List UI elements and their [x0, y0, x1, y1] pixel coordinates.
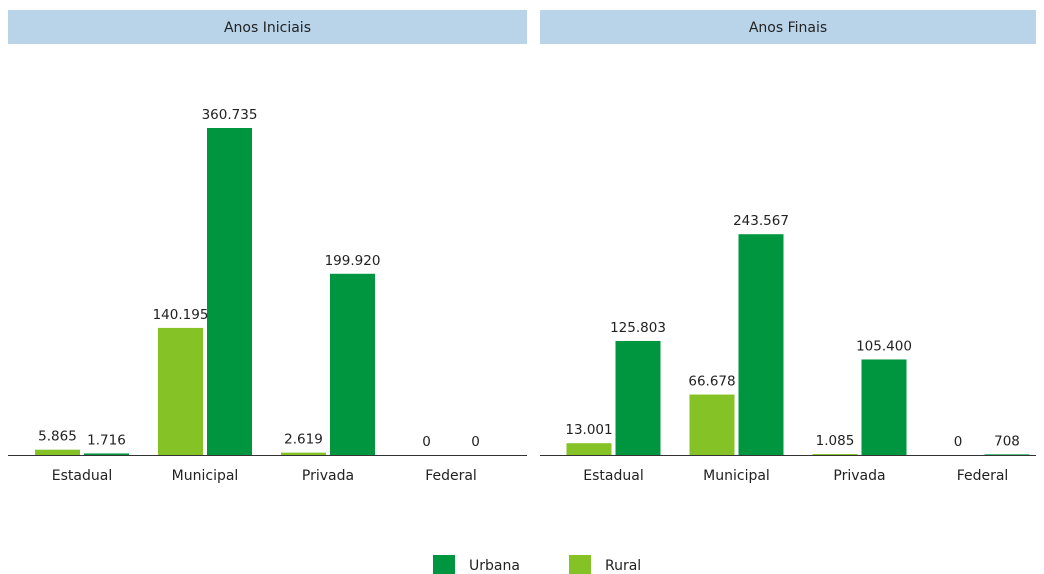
bar: [738, 234, 784, 455]
value-label: 1.716: [87, 432, 126, 448]
bar: [330, 273, 375, 455]
bar: [84, 453, 129, 455]
value-label: 2.619: [284, 432, 323, 448]
bar: [566, 443, 612, 455]
value-label: 0: [954, 434, 963, 450]
value-label: 0: [471, 434, 480, 450]
x-tick-label: Privada: [833, 468, 885, 484]
x-tick-label: Municipal: [703, 468, 770, 484]
bar: [158, 327, 203, 455]
x-tick-label: Municipal: [172, 468, 239, 484]
value-label: 140.195: [153, 307, 209, 323]
x-tick-label: Federal: [957, 468, 1009, 484]
value-label: 5.865: [38, 429, 77, 445]
panel-title: Anos Finais: [749, 20, 827, 36]
bar: [281, 452, 326, 455]
bar: [861, 359, 907, 455]
panel-header: [8, 10, 527, 44]
x-tick-label: Federal: [425, 468, 477, 484]
value-label: 243.567: [733, 213, 789, 229]
bar: [615, 340, 661, 455]
bar: [207, 128, 252, 455]
value-label: 360.735: [202, 107, 258, 123]
x-tick-label: Estadual: [52, 468, 112, 484]
legend-swatch: [569, 555, 591, 574]
bar: [35, 449, 80, 455]
value-label: 0: [422, 434, 431, 450]
x-tick-label: Privada: [302, 468, 354, 484]
value-label: 66.678: [688, 374, 735, 390]
value-label: 1.085: [816, 433, 855, 449]
x-tick-label: Estadual: [583, 468, 643, 484]
legend-label: Urbana: [469, 558, 520, 574]
legend-swatch: [433, 555, 455, 574]
bar: [984, 454, 1030, 455]
bar: [812, 454, 858, 455]
value-label: 125.803: [610, 320, 666, 336]
panel-title: Anos Iniciais: [224, 20, 311, 36]
panel-header: [540, 10, 1036, 44]
value-label: 199.920: [325, 253, 381, 269]
bar: [689, 394, 735, 455]
value-label: 708: [994, 433, 1020, 449]
value-label: 13.001: [565, 422, 612, 438]
legend-label: Rural: [605, 558, 641, 574]
value-label: 105.400: [856, 338, 912, 354]
